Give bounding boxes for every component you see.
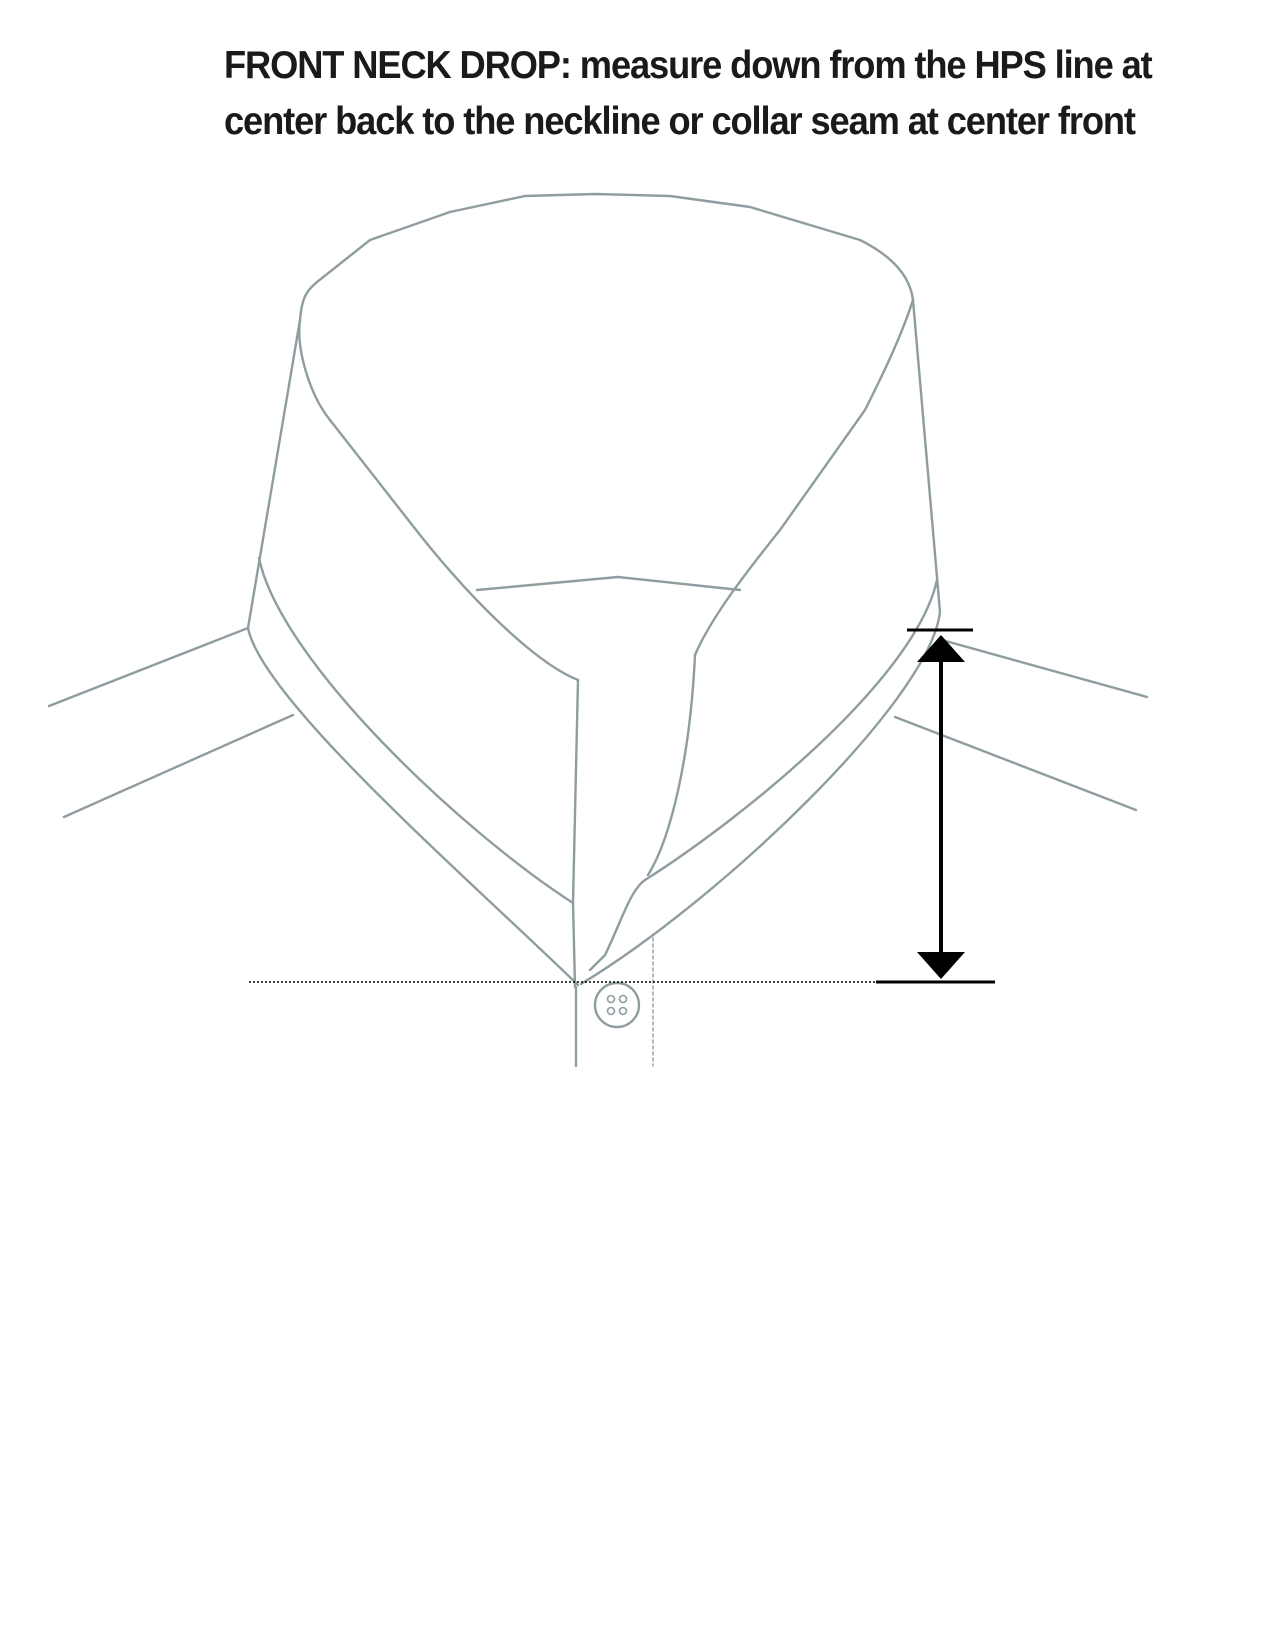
collar-band-right-outer xyxy=(579,298,942,986)
back-neck-seam xyxy=(475,575,742,592)
left-shoulder-lower xyxy=(62,713,295,819)
shirt-collar-drawing xyxy=(47,192,1149,1068)
placket-lap-curve xyxy=(588,878,647,972)
left-shoulder-upper xyxy=(47,626,250,708)
diagram-caption: FRONT NECK DROP: measure down from the H… xyxy=(224,38,1153,150)
placket-right-edge xyxy=(646,653,697,877)
collar-band-left-inner xyxy=(257,556,575,905)
collar-band-left-outer xyxy=(246,318,580,987)
double-headed-arrow-icon xyxy=(917,635,965,979)
four-hole-button-icon xyxy=(593,981,641,1029)
caption-line-2: center back to the neckline or collar se… xyxy=(224,100,1136,143)
measurement-annotation xyxy=(249,628,995,984)
collar-band-right-inner xyxy=(643,578,939,882)
placket-left-edge xyxy=(571,678,580,905)
caption-line-1: FRONT NECK DROP: measure down from the H… xyxy=(224,44,1153,87)
collar-fold-left xyxy=(298,318,580,682)
collar-fold-right xyxy=(693,298,915,657)
right-shoulder-lower xyxy=(893,715,1138,812)
placket-left-lower xyxy=(571,901,577,989)
collar-top-rim xyxy=(298,192,915,322)
right-shoulder-upper xyxy=(940,638,1149,699)
